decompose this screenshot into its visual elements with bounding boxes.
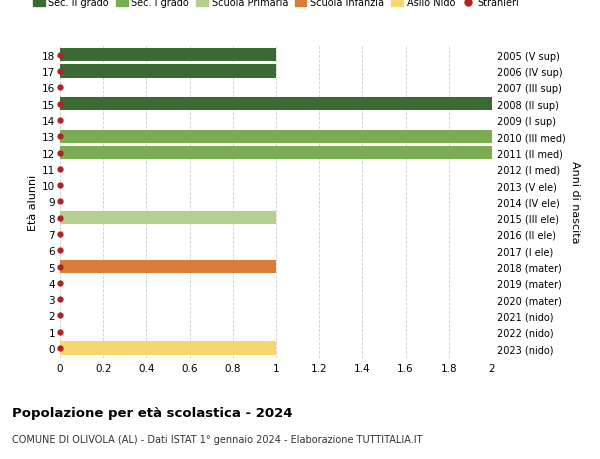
Bar: [60, 49, 276, 62]
Bar: [60, 146, 492, 160]
Bar: [60, 260, 276, 274]
Y-axis label: Età alunni: Età alunni: [28, 174, 38, 230]
Bar: [60, 98, 492, 111]
Bar: [60, 212, 276, 225]
Bar: [60, 130, 492, 144]
Text: COMUNE DI OLIVOLA (AL) - Dati ISTAT 1° gennaio 2024 - Elaborazione TUTTITALIA.IT: COMUNE DI OLIVOLA (AL) - Dati ISTAT 1° g…: [12, 434, 422, 444]
Legend: Sec. II grado, Sec. I grado, Scuola Primaria, Scuola Infanzia, Asilo Nido, Stran: Sec. II grado, Sec. I grado, Scuola Prim…: [29, 0, 523, 12]
Bar: [60, 65, 276, 78]
Text: Popolazione per età scolastica - 2024: Popolazione per età scolastica - 2024: [12, 406, 293, 419]
Bar: [60, 341, 276, 355]
Y-axis label: Anni di nascita: Anni di nascita: [569, 161, 580, 243]
